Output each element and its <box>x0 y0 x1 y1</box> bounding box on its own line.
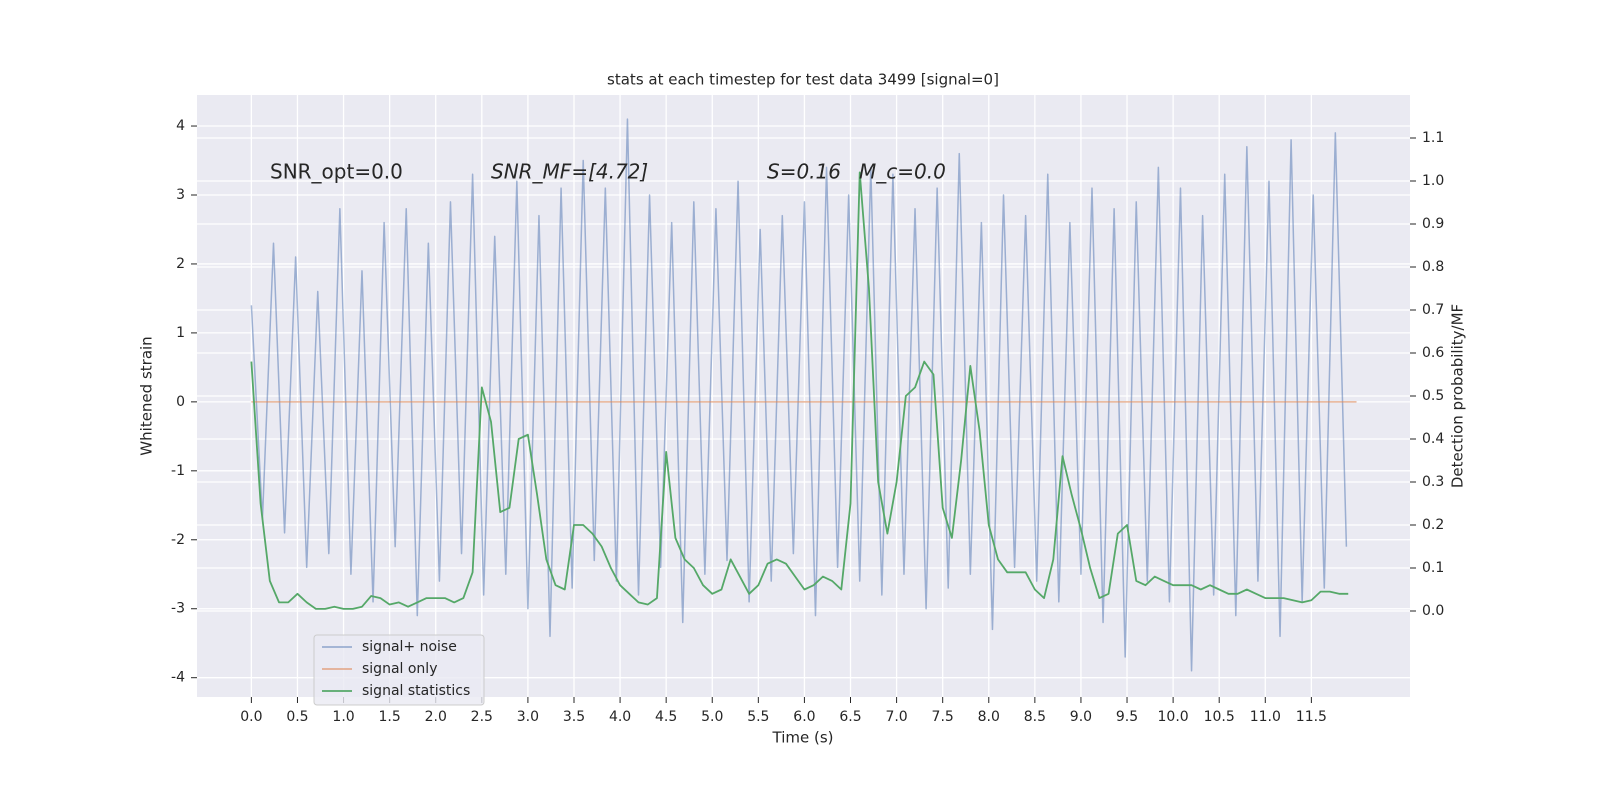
y-tick-label: 1 <box>176 325 185 341</box>
y-tick-label: 3 <box>176 187 185 203</box>
y2-tick-label: 1.0 <box>1422 173 1444 189</box>
legend: signal+ noise signal only signal statistic… <box>313 634 485 706</box>
y2-tick-label: 0.7 <box>1422 302 1444 318</box>
x-tick-label: 7.5 <box>932 709 954 725</box>
legend-label: signal statistics <box>362 683 470 699</box>
x-tick-label: 6.5 <box>839 709 861 725</box>
x-tick-label: 4.5 <box>655 709 677 725</box>
x-tick-label: 7.0 <box>885 709 907 725</box>
x-tick-label: 5.5 <box>747 709 769 725</box>
x-tick-label: 3.0 <box>517 709 539 725</box>
legend-label: signal+ noise <box>362 639 457 655</box>
y2-tick-label: 0.2 <box>1422 517 1444 533</box>
x-tick-label: 2.5 <box>471 709 493 725</box>
y-tick-label: 4 <box>176 118 185 134</box>
x-tick-label: 1.5 <box>379 709 401 725</box>
legend-box <box>313 634 485 706</box>
x-tick-label: 3.5 <box>563 709 585 725</box>
x-tick-label: 9.5 <box>1116 709 1138 725</box>
x-tick-label: 2.0 <box>425 709 447 725</box>
annotation: S=0.16 <box>767 160 841 184</box>
y2-tick-label: 0.5 <box>1422 388 1444 404</box>
y2-axis-label: Detection probability/MF <box>1449 304 1467 488</box>
x-tick-label: 10.5 <box>1204 709 1235 725</box>
x-tick-label: 9.0 <box>1070 709 1092 725</box>
legend-label: signal only <box>362 661 437 677</box>
y-tick-label: 0 <box>176 394 185 410</box>
marks <box>250 118 1357 672</box>
series-line <box>250 171 1349 610</box>
y2-tick-label: 1.1 <box>1422 130 1444 146</box>
annotation: M_c=0.0 <box>859 160 946 184</box>
y2-tick-label: 0.0 <box>1422 603 1444 619</box>
x-tick-label: 5.0 <box>701 709 723 725</box>
x-tick-label: 10.0 <box>1158 709 1189 725</box>
x-tick-label: 8.0 <box>978 709 1000 725</box>
chart-title: stats at each timestep for test data 349… <box>607 71 999 89</box>
x-tick-label: 1.0 <box>332 709 354 725</box>
x-tick-label: 4.0 <box>609 709 631 725</box>
annotation: SNR_opt=0.0 <box>270 160 403 184</box>
series-line <box>250 118 1348 672</box>
y2-tick-label: 0.9 <box>1422 216 1444 232</box>
x-tick-label: 11.5 <box>1296 709 1327 725</box>
y-axis-label: Whitened strain <box>138 336 156 455</box>
x-tick-label: 0.0 <box>240 709 262 725</box>
x-tick-label: 8.5 <box>1024 709 1046 725</box>
y-tick-label: 2 <box>176 256 185 272</box>
x-axis-label: Time (s) <box>772 729 834 747</box>
annotation: SNR_MF=[4.72] <box>491 160 648 184</box>
y2-tick-label: 0.3 <box>1422 474 1444 490</box>
x-tick-label: 6.0 <box>793 709 815 725</box>
y-tick-label: -2 <box>171 532 185 548</box>
x-tick-label: 11.0 <box>1250 709 1281 725</box>
y2-tick-label: 0.8 <box>1422 259 1444 275</box>
y2-tick-label: 0.4 <box>1422 431 1444 447</box>
y-tick-label: -1 <box>171 463 185 479</box>
y2-tick-label: 0.6 <box>1422 345 1444 361</box>
labels: 0.0 0.5 1.0 1.5 2.0 2.5 3.0 3.5 4.0 4.5 5.0 5.5 6.0 6… <box>171 118 1444 725</box>
y-tick-label: -3 <box>171 601 185 617</box>
y2-tick-label: 0.1 <box>1422 560 1444 576</box>
x-tick-label: 0.5 <box>286 709 308 725</box>
y-tick-label: -4 <box>171 670 185 686</box>
